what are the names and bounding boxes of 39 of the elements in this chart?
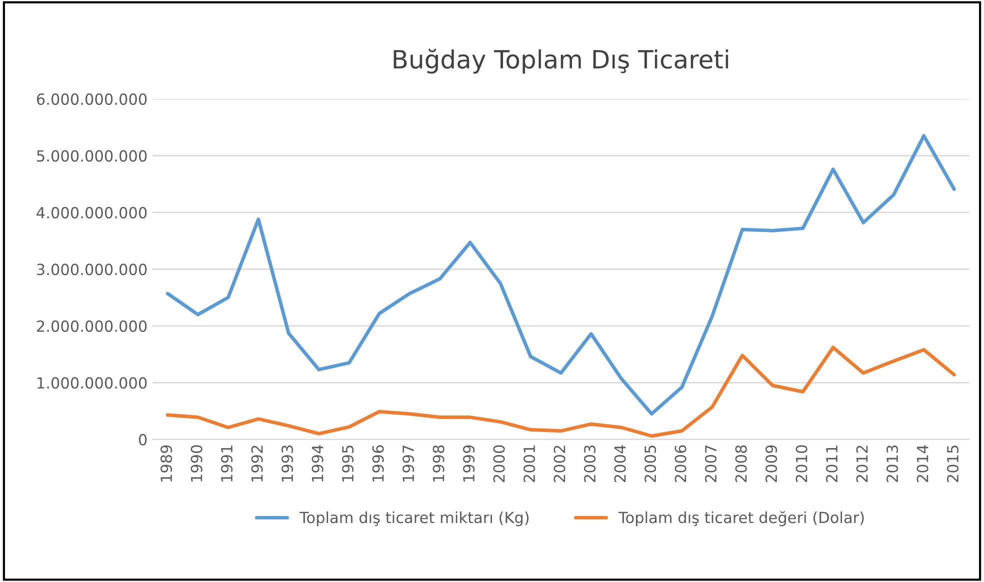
x-tick-label: 1995: [342, 446, 354, 482]
x-tick-label: 2001: [524, 446, 536, 482]
x-tick-label: 2003: [584, 445, 596, 482]
x-tick-label: 2002: [554, 446, 566, 482]
y-tick-label: 1.000.000.000: [38, 377, 147, 389]
x-tick-label: 2015: [946, 446, 959, 482]
x-tick-label: 2012: [856, 446, 868, 482]
line-series: [166, 346, 956, 438]
legend-label: Toplam dış ticaret değeri (Dolar): [618, 511, 864, 526]
x-tick-label: 1992: [251, 446, 263, 482]
x-tick-label: 1998: [432, 445, 444, 482]
y-tick-label: 4.000.000.000: [36, 206, 147, 218]
x-tick-label: 1993: [282, 445, 294, 482]
line-series: [166, 134, 956, 416]
y-tick-label: 5.000.000.000: [37, 150, 147, 162]
x-tick-label: 1990: [190, 445, 202, 482]
chart-title: Buğday Toplam Dış Ticareti: [394, 48, 728, 74]
x-tick-label: 2011: [826, 446, 838, 482]
x-tick-label: 2014: [916, 445, 928, 482]
x-tick-label: 2006: [674, 445, 686, 482]
y-tick-label: 3.000.000.000: [37, 264, 147, 276]
x-tick-label: 1996: [372, 445, 384, 482]
x-tick-label: 1989: [160, 445, 172, 482]
y-tick-label: 0: [138, 434, 147, 446]
x-tick-label: 1997: [402, 446, 414, 482]
y-tick-label: 2.000.000.000: [37, 320, 147, 332]
x-tick-label: 1994: [312, 445, 324, 482]
y-tick-label: 6.000.000.000: [36, 93, 147, 105]
x-tick-label: 2009: [766, 445, 778, 482]
x-tick-label: 2013: [886, 445, 898, 482]
x-tick-label: 1999: [463, 445, 475, 482]
x-tick-label: 2008: [735, 445, 747, 482]
x-tick-label: 1991: [221, 446, 233, 482]
x-tick-label: 2005: [644, 446, 656, 482]
legend-label: Toplam dış ticaret miktarı (Kg): [299, 511, 529, 526]
x-tick-label: 2007: [705, 446, 717, 482]
x-tick-label: 2004: [614, 445, 626, 482]
x-tick-label: 2010: [796, 445, 808, 482]
x-tick-label: 2000: [493, 445, 505, 482]
